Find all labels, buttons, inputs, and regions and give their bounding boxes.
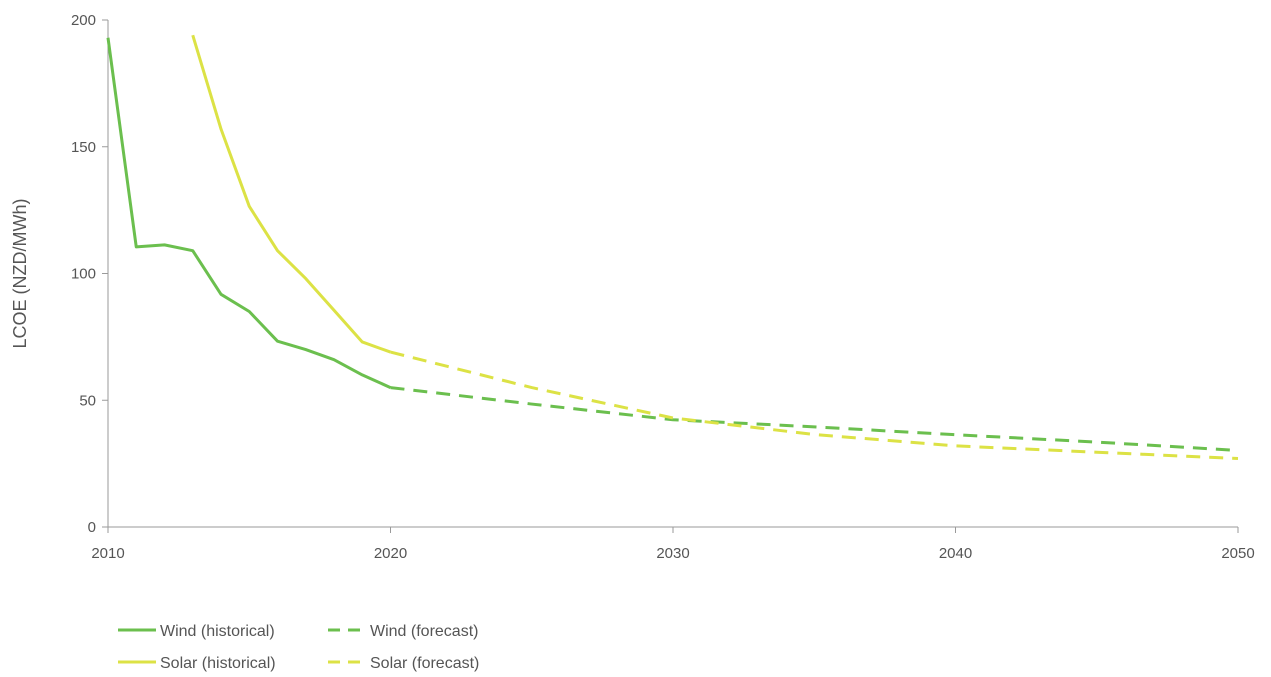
y-axis-title: LCOE (NZD/MWh) xyxy=(10,199,30,349)
y-tick-label: 0 xyxy=(88,519,96,536)
series-line-solar-historical xyxy=(191,34,392,354)
y-tick-label: 50 xyxy=(79,392,96,409)
series-group xyxy=(106,34,1239,461)
series-line-wind-historical xyxy=(106,37,392,389)
legend-label: Solar (forecast) xyxy=(370,655,479,672)
series-line-wind-forecast xyxy=(390,386,1239,452)
legend: Wind (historical) Wind (forecast) Solar (h… xyxy=(118,623,479,672)
tick-group: 0 50 100 150 200 2010 2020 2030 2040 2050 xyxy=(71,12,1255,562)
legend-label: Wind (forecast) xyxy=(370,623,478,640)
y-tick-label: 150 xyxy=(71,139,96,156)
y-tick-label: 100 xyxy=(71,266,96,283)
axes xyxy=(107,20,1238,528)
series-line-solar-forecast xyxy=(390,350,1239,461)
x-tick-label: 2030 xyxy=(656,545,689,562)
legend-label: Wind (historical) xyxy=(160,623,275,640)
x-tick-label: 2010 xyxy=(91,545,124,562)
x-tick-label: 2050 xyxy=(1221,545,1254,562)
legend-label: Solar (historical) xyxy=(160,655,276,672)
x-tick-label: 2040 xyxy=(939,545,972,562)
x-tick-label: 2020 xyxy=(374,545,407,562)
y-tick-label: 200 xyxy=(71,12,96,29)
